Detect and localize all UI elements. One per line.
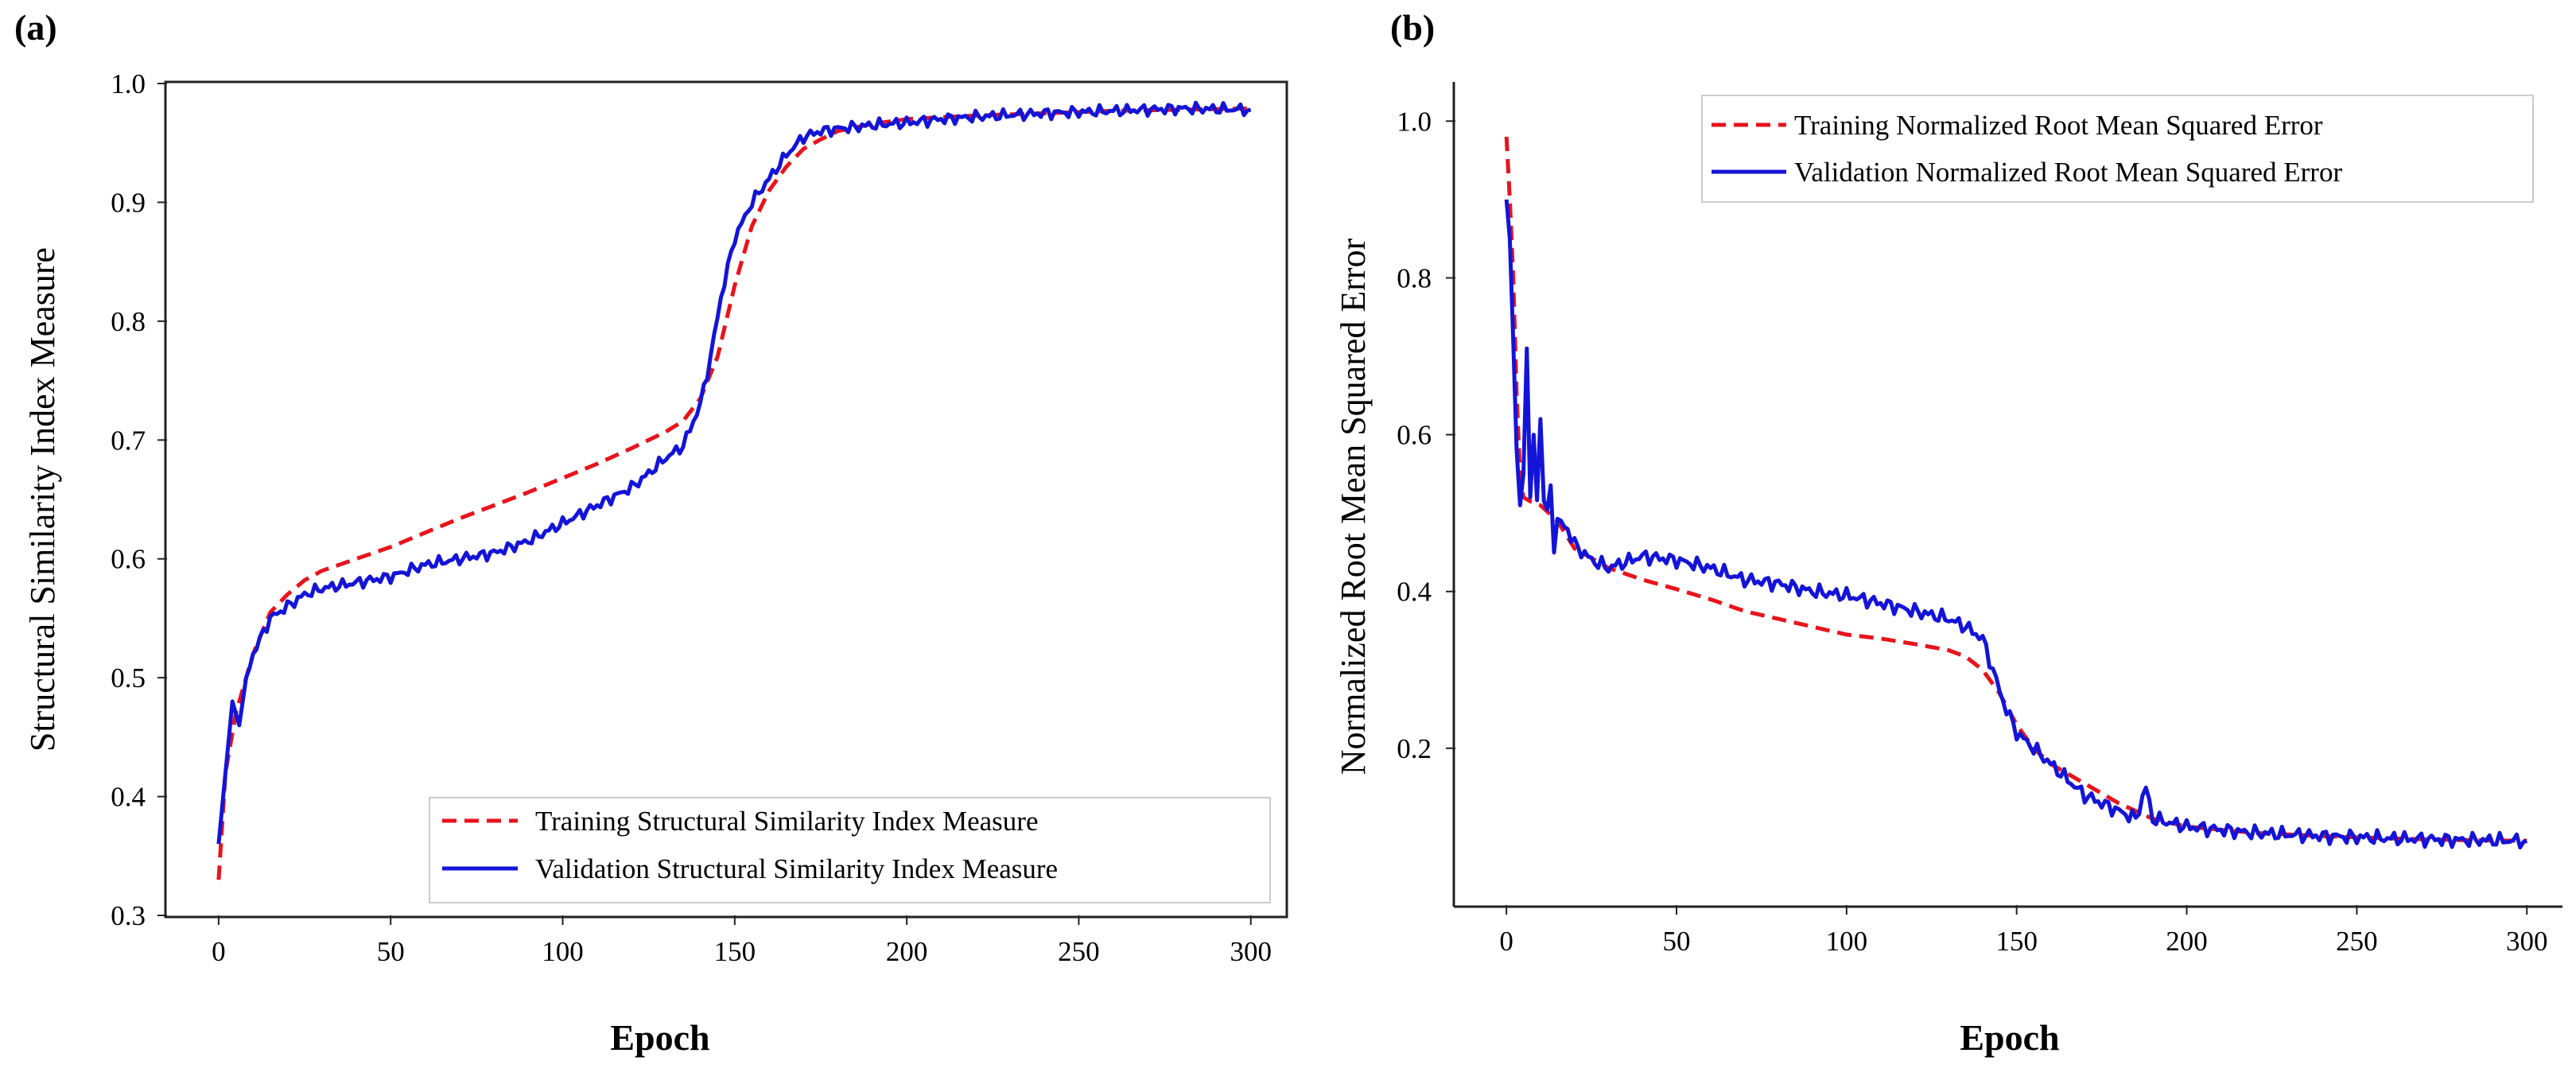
panel-a-legend-training-label: Training Structural Similarity Index Mea…	[535, 806, 1039, 837]
x-tick-label: 200	[886, 936, 928, 967]
panel-b-legend-box	[1701, 95, 2534, 203]
panel-b-y-axis-label: Normalized Root Mean Squared Error	[1334, 238, 1373, 775]
panel-a-legend-box	[429, 797, 1271, 903]
panel-a-y-ticks: 0.3 0.4 0.5 0.6 0.7 0.8 0.9 1.0	[111, 68, 167, 931]
panel-a-x-ticks: 0 50 100 150 200 250 300	[212, 915, 1272, 967]
x-tick-label: 150	[1995, 926, 2038, 957]
panel-b-y-ticks: 0.2 0.4 0.6 0.8 1.0	[1397, 106, 1455, 764]
y-tick-label: 0.8	[111, 306, 146, 337]
y-tick-label: 0.8	[1397, 262, 1432, 293]
chart-panel-b: (b) 0.2 0.4 0.6 0.8 1.0 0 50 100 150 200 250 300 E…	[1334, 7, 2562, 1058]
x-tick-label: 250	[2336, 926, 2378, 957]
y-tick-label: 1.0	[111, 68, 146, 99]
validation-series-line	[1504, 199, 2527, 850]
x-tick-label: 50	[1663, 926, 1691, 957]
y-tick-label: 0.7	[111, 425, 146, 456]
x-tick-label: 150	[714, 936, 756, 967]
x-tick-label: 300	[1230, 936, 1272, 967]
panel-a-x-axis-label: Epoch	[610, 1017, 709, 1058]
panel-a-y-axis-label: Structural Similarity Index Measure	[23, 247, 62, 752]
y-tick-label: 0.6	[1397, 420, 1432, 451]
x-tick-label: 0	[1499, 926, 1513, 957]
panel-b-label: (b)	[1390, 7, 1435, 48]
y-tick-label: 0.2	[1397, 733, 1432, 764]
y-tick-label: 0.9	[111, 187, 146, 218]
panel-b-x-axis-label: Epoch	[1960, 1017, 2059, 1058]
x-tick-label: 200	[2166, 926, 2208, 957]
y-tick-label: 0.4	[111, 782, 146, 813]
y-tick-label: 0.3	[111, 900, 146, 931]
panel-b-legend-validation-label: Validation Normalized Root Mean Squared …	[1794, 157, 2342, 188]
y-tick-label: 0.6	[111, 544, 146, 575]
x-tick-label: 300	[2506, 926, 2548, 957]
validation-series-line	[216, 100, 1252, 845]
panel-b-x-ticks: 0 50 100 150 200 250 300	[1499, 905, 2547, 957]
panel-a-series	[216, 100, 1252, 880]
panel-a-legend-validation-label: Validation Structural Similarity Index M…	[535, 853, 1058, 884]
training-series-line	[216, 106, 1251, 880]
y-tick-label: 0.4	[1397, 577, 1432, 608]
x-tick-label: 100	[1826, 926, 1868, 957]
x-tick-label: 250	[1058, 936, 1100, 967]
y-tick-label: 1.0	[1397, 106, 1432, 137]
panel-b-legend-training-label: Training Normalized Root Mean Squared Er…	[1794, 110, 2323, 141]
chart-panel-a: (a) 0.3 0.4 0.5 0.6 0.7 0.8 0.9 1.0 0 50 100 150 20…	[14, 7, 1288, 1058]
panel-b-series	[1504, 136, 2527, 850]
x-tick-label: 50	[377, 936, 405, 967]
panel-b-legend: Training Normalized Root Mean Squared Er…	[1701, 95, 2534, 203]
panel-a-legend: Training Structural Similarity Index Mea…	[429, 797, 1271, 903]
panel-a-label: (a)	[14, 7, 57, 48]
y-tick-label: 0.5	[111, 662, 146, 694]
x-tick-label: 100	[542, 936, 584, 967]
x-tick-label: 0	[212, 936, 226, 967]
panel-a-plot-frame	[164, 80, 1288, 919]
